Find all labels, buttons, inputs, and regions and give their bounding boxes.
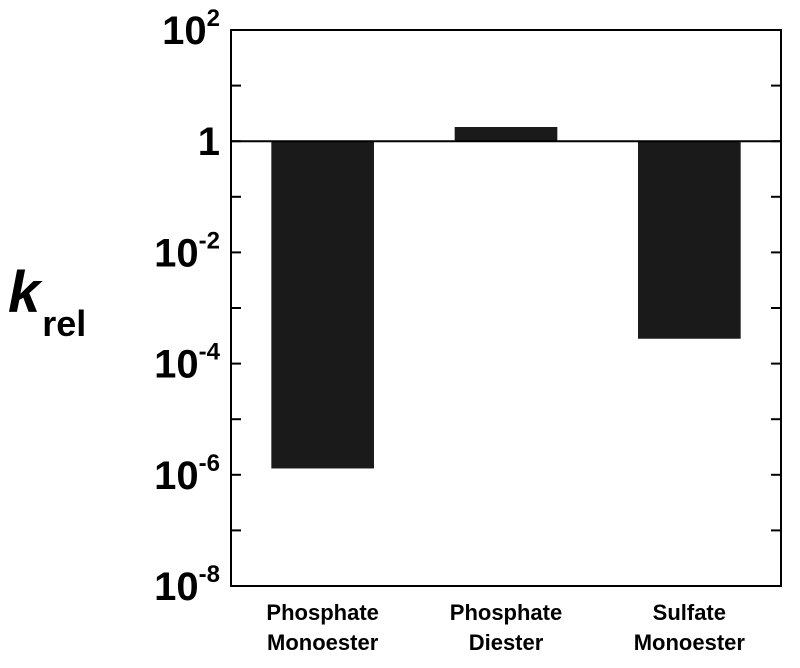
y-ticks-left [231,29,241,587]
category-label: Sulfate Monoester [634,600,746,655]
y-tick-label: 10-4 [154,339,220,387]
bar [271,141,374,469]
y-tick-label: 102 [162,5,220,53]
y-tick-base: 10 [154,565,199,609]
y-tick-base: 10 [154,231,199,275]
bar [454,127,558,142]
category-label-line2: Monoester [634,630,746,655]
category-label-line2: Monoester [267,630,379,655]
y-tick-label: 10-6 [154,450,220,498]
y-axis-label-main: k [8,260,43,325]
category-label: Phosphate Diester [450,600,562,655]
y-ticks-right [771,29,781,587]
category-labels: Phosphate Monoester Phosphate Diester Sulfat… [266,600,745,655]
y-tick-label: 10-8 [154,561,220,609]
y-tick-exponent: 2 [207,5,220,32]
y-tick-exponent: -6 [199,450,220,477]
y-tick-label: 10-2 [154,227,220,275]
category-label-line1: Phosphate [266,600,378,625]
y-tick-base: 1 [198,120,220,164]
bar [638,141,741,339]
category-label: Phosphate Monoester [266,600,378,655]
y-tick-exponent: -8 [199,561,220,588]
y-tick-base: 10 [154,454,199,498]
bars [271,127,741,469]
y-tick-base: 10 [154,343,199,387]
category-label-line2: Diester [469,630,544,655]
y-tick-exponent: -2 [199,227,220,254]
y-tick-label: 1 [198,120,220,164]
y-axis-label-sub: rel [42,303,86,344]
y-axis-label: krel [8,260,86,344]
category-label-line1: Sulfate [653,600,726,625]
category-label-line1: Phosphate [450,600,562,625]
y-tick-exponent: -4 [199,339,221,366]
y-tick-base: 10 [162,9,207,53]
